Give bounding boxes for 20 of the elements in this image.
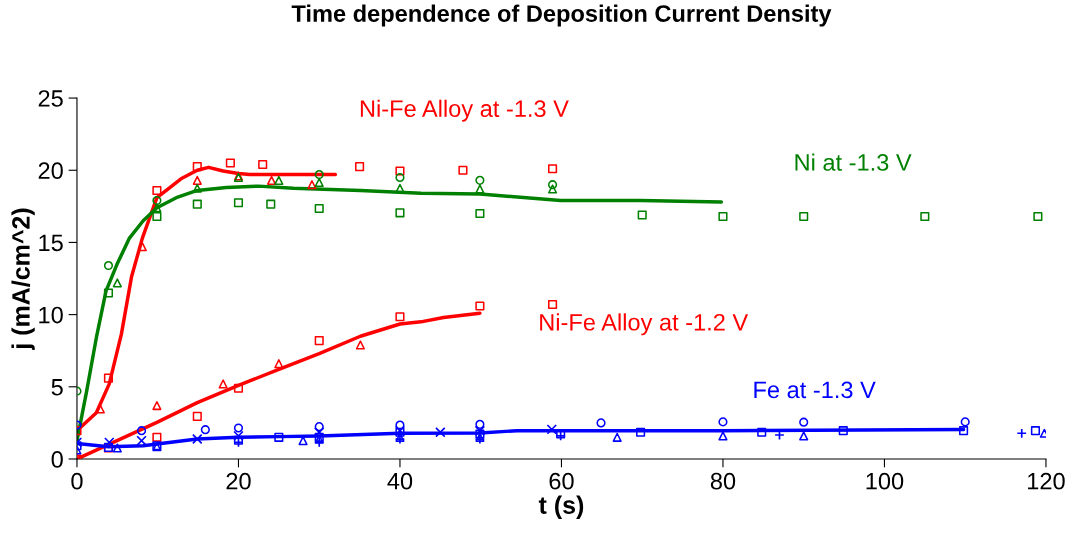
- x-tick-label: 60: [549, 472, 574, 490]
- y-axis-title: j (mA/cm^2): [11, 208, 35, 351]
- text: Ni-Fe Alloy at -1.2 V: [540, 313, 749, 336]
- x-tick-label: 120: [1028, 472, 1065, 490]
- x-tick-label: 0: [71, 472, 83, 490]
- x-tick-label: 40: [387, 472, 413, 490]
- text: Ni-Fe Alloy at -1.3 V: [360, 99, 569, 122]
- x-tick-label: 20: [226, 472, 251, 490]
- x-tick-label: 100: [866, 472, 904, 490]
- y-tick-label: 10: [39, 306, 63, 324]
- y-tick-label: 5: [51, 379, 63, 396]
- y-tick-label: 0: [51, 451, 63, 468]
- y-tick-label: 15: [39, 234, 63, 252]
- series-label: Fe at -1.3 V: [754, 381, 876, 399]
- y-tick-label: 25: [38, 90, 63, 107]
- x-tick-label: 80: [710, 472, 736, 490]
- y-tick-label: 20: [38, 162, 63, 180]
- text: Ni at -1.3 V: [795, 153, 912, 171]
- chart-title: Time dependence of Deposition Current Density: [291, 4, 832, 27]
- x-axis-title: t (s): [538, 495, 584, 519]
